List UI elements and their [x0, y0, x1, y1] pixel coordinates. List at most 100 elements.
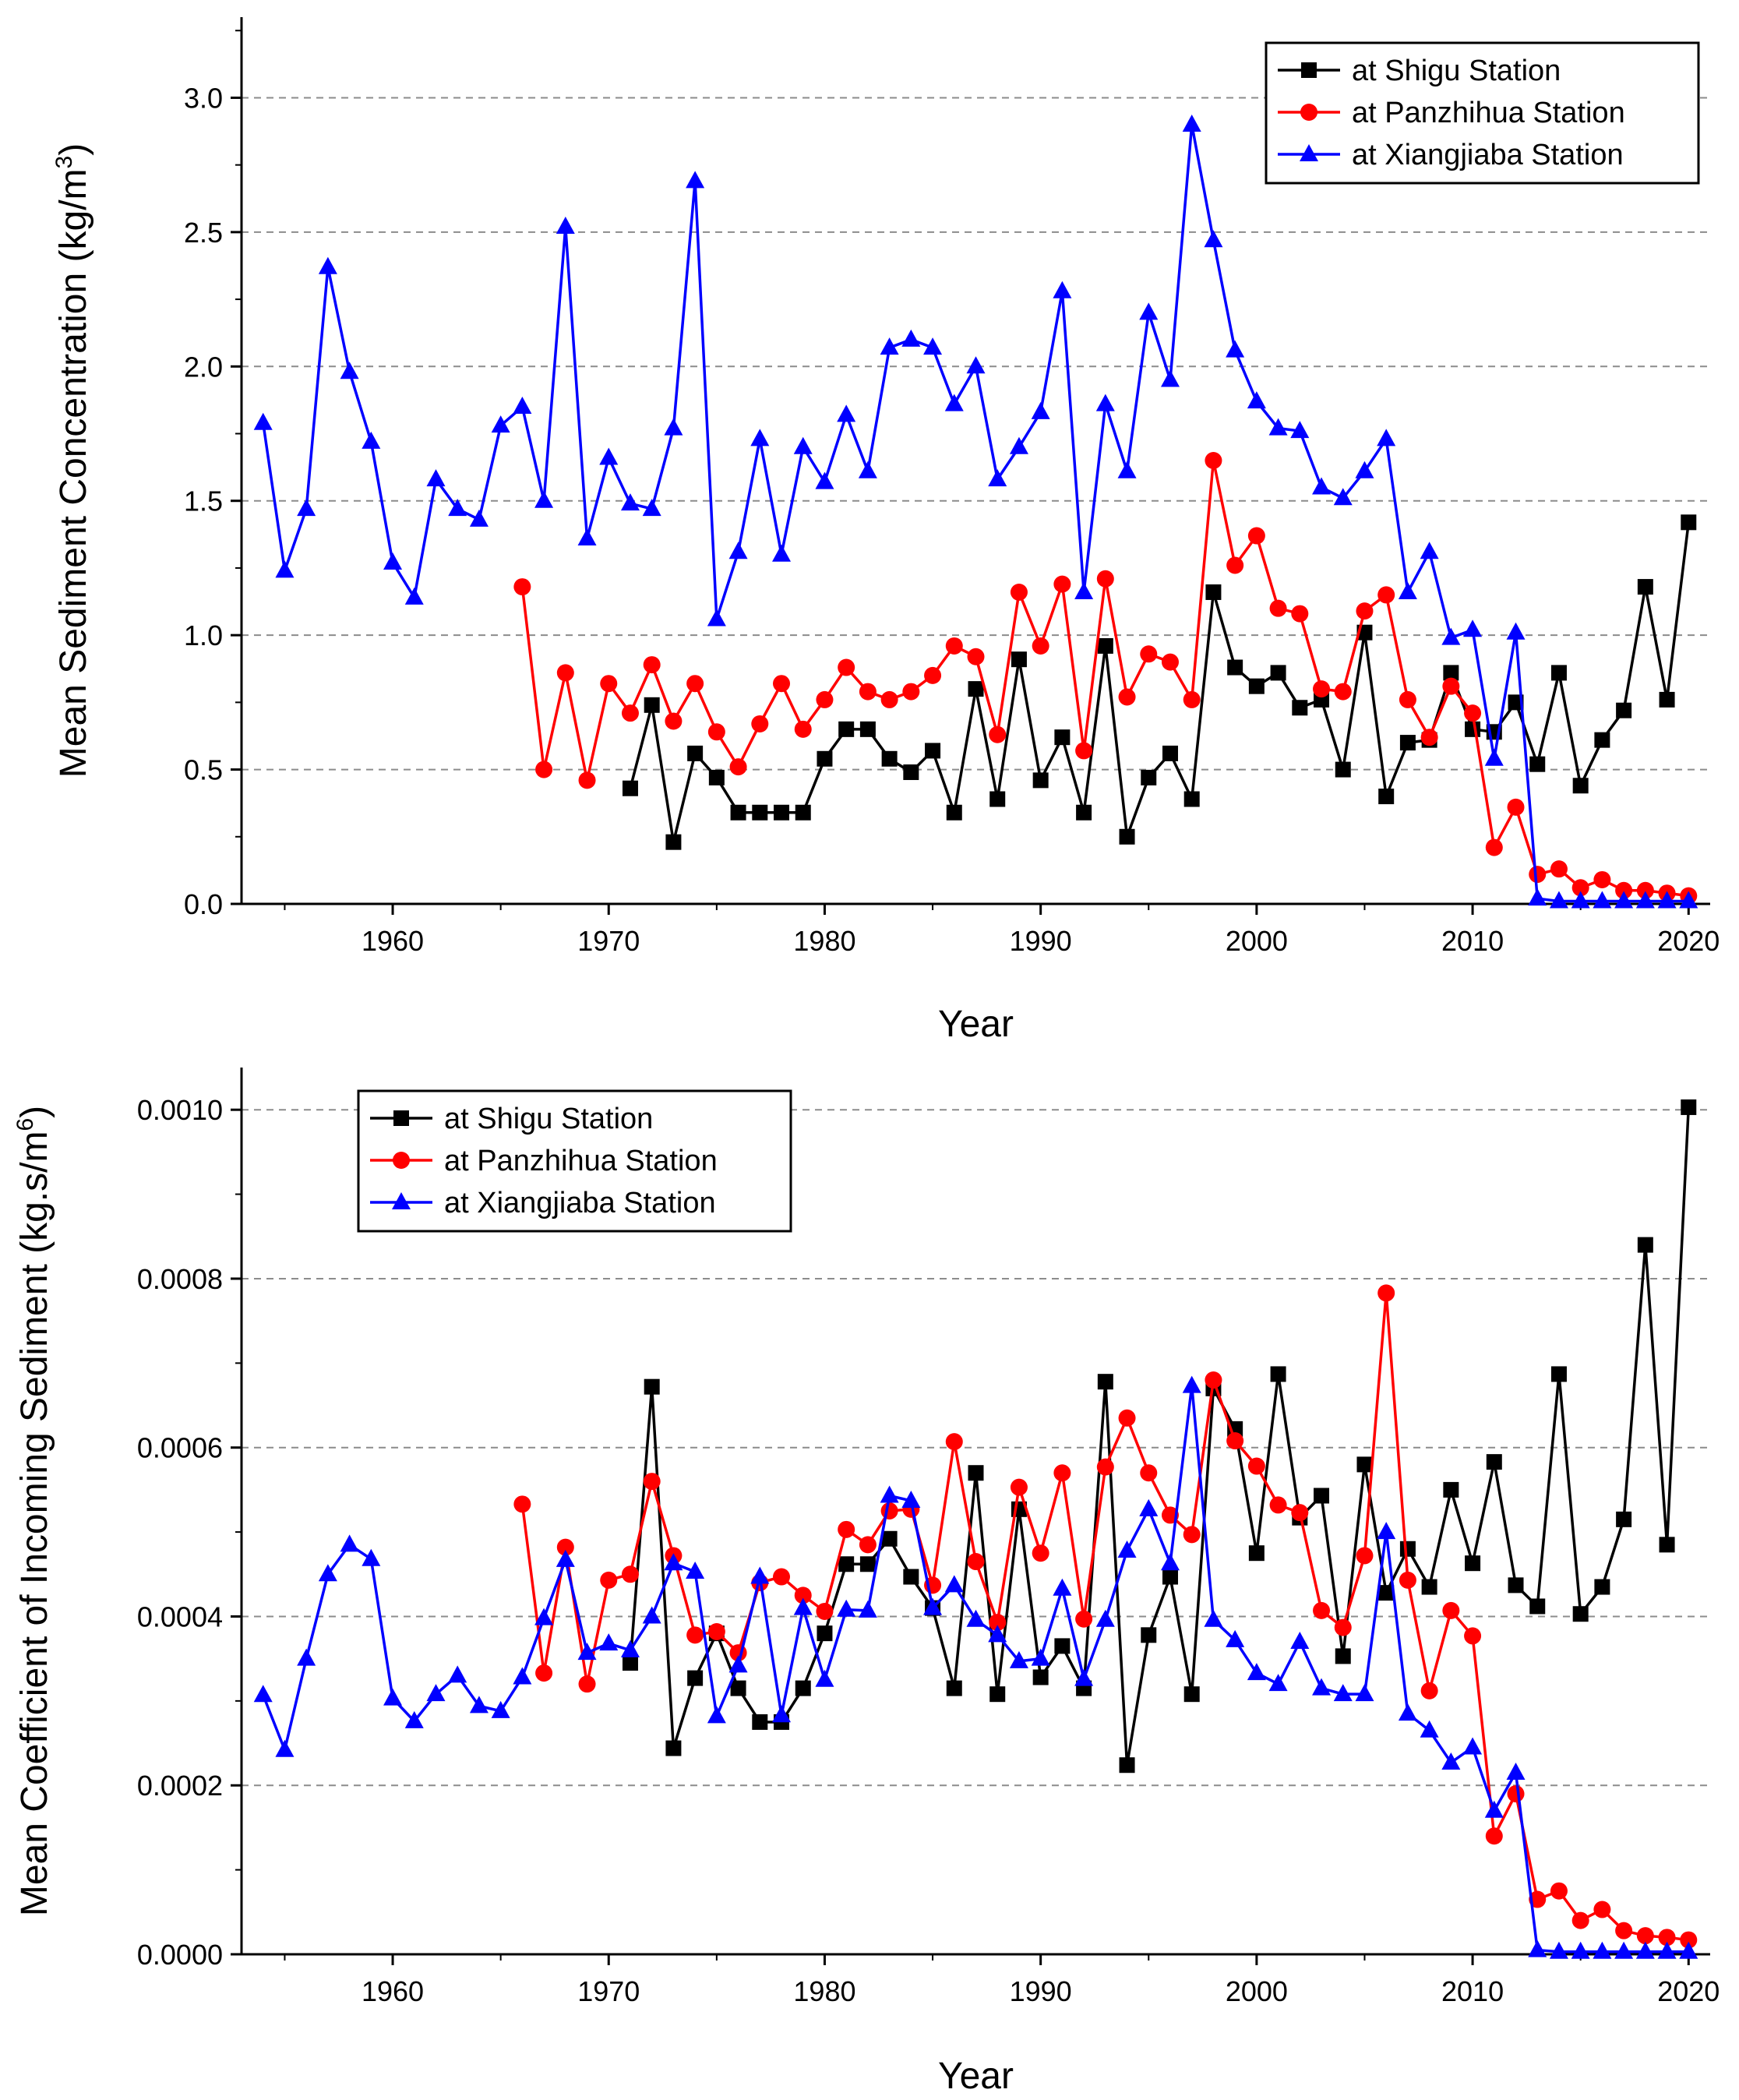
data-point [728, 542, 748, 559]
data-point [686, 171, 705, 189]
y-tick-label: 0.0010 [137, 1094, 223, 1126]
data-point [1441, 627, 1461, 645]
data-point [1463, 619, 1483, 637]
data-point [275, 560, 295, 578]
data-point [1658, 1929, 1676, 1946]
data-point [1593, 1901, 1611, 1918]
y-tick-label: 1.0 [184, 619, 223, 651]
data-point [1160, 1553, 1180, 1571]
data-point [1680, 1931, 1698, 1949]
data-point [1377, 586, 1395, 604]
data-point [968, 681, 984, 697]
data-point [620, 1639, 640, 1657]
data-point [1313, 1601, 1331, 1619]
data-point [1269, 599, 1287, 617]
x-tick-label: 2020 [1657, 925, 1720, 957]
legend-marker [1301, 62, 1317, 78]
data-point [967, 1553, 985, 1571]
data-point [1399, 690, 1416, 708]
legend-marker [1300, 144, 1318, 161]
data-point [362, 431, 381, 449]
data-point [1550, 860, 1568, 878]
data-point [1226, 1432, 1244, 1450]
x-axis-title: Year [938, 2056, 1014, 2097]
legend-marker [393, 1152, 410, 1169]
data-point [1421, 1579, 1437, 1595]
data-point [946, 804, 962, 821]
data-point [1465, 721, 1481, 737]
legend-item: at Panzhihua Station [370, 1145, 718, 1177]
data-point [1550, 1882, 1568, 1900]
data-point [513, 1495, 531, 1513]
data-point [665, 1740, 682, 1756]
data-point [1594, 1579, 1610, 1595]
data-point [1549, 891, 1568, 909]
data-point [1464, 1627, 1482, 1645]
data-point [1076, 804, 1092, 821]
data-point [1636, 881, 1654, 899]
data-point [837, 1599, 856, 1617]
data-point [253, 412, 273, 430]
data-point [1572, 778, 1589, 794]
data-point [968, 1465, 984, 1481]
data-point [1549, 1941, 1568, 1959]
data-point [966, 356, 986, 374]
data-point [1333, 488, 1353, 506]
data-point [858, 1600, 877, 1618]
data-point [686, 1626, 704, 1644]
data-point [577, 528, 597, 546]
data-point [1247, 1663, 1266, 1681]
data-point [1442, 1601, 1460, 1619]
data-point [1226, 340, 1245, 358]
data-point [643, 656, 661, 674]
data-point [1268, 1674, 1288, 1692]
data-point [707, 1706, 726, 1724]
legend-item: at Panzhihua Station [1278, 97, 1625, 129]
data-point [1399, 735, 1416, 751]
data-point [1053, 1578, 1072, 1596]
data-point [1659, 691, 1675, 708]
data-point [793, 436, 813, 454]
data-point [578, 1675, 596, 1693]
x-tick-label: 1990 [1010, 1975, 1072, 2007]
data-point [1333, 1684, 1353, 1702]
data-point [1183, 1526, 1201, 1544]
data-point [1506, 622, 1526, 640]
data-point [1679, 1941, 1698, 1959]
y-tick-label: 0.0000 [137, 1939, 223, 1971]
data-point [622, 780, 638, 796]
data-point [534, 1608, 554, 1625]
data-point [1377, 1284, 1395, 1302]
legend-item: at Xiangjiaba Station [370, 1187, 716, 1219]
y-tick-label: 0.0 [184, 888, 223, 920]
data-point [707, 723, 725, 741]
data-point [1681, 514, 1697, 531]
data-point [1571, 891, 1590, 909]
data-point [925, 743, 941, 759]
x-tick-label: 1970 [577, 1975, 640, 2007]
data-point [1616, 702, 1632, 718]
series-xiangjiaba-station [253, 114, 1698, 909]
data-point [1010, 583, 1028, 601]
data-point [1204, 1609, 1223, 1627]
data-point [1312, 477, 1332, 495]
data-point [1204, 230, 1223, 248]
data-point [752, 1714, 768, 1730]
legend-label: at Panzhihua Station [1352, 97, 1625, 129]
y-axis-title-close: ) [53, 143, 94, 156]
data-point [816, 690, 834, 708]
data-point [902, 683, 920, 701]
data-point [687, 745, 704, 761]
data-point [1356, 602, 1374, 620]
data-point [1053, 281, 1072, 298]
y-tick-label: 0.0004 [137, 1601, 223, 1632]
data-point [1162, 1569, 1178, 1585]
data-point [297, 1648, 316, 1666]
y-tick-label: 0.0008 [137, 1263, 223, 1295]
data-point [1528, 888, 1547, 906]
data-point [1657, 891, 1677, 909]
data-point [621, 704, 639, 722]
data-point [1614, 891, 1634, 909]
x-tick-label: 1980 [793, 925, 855, 957]
data-point [1162, 745, 1178, 761]
